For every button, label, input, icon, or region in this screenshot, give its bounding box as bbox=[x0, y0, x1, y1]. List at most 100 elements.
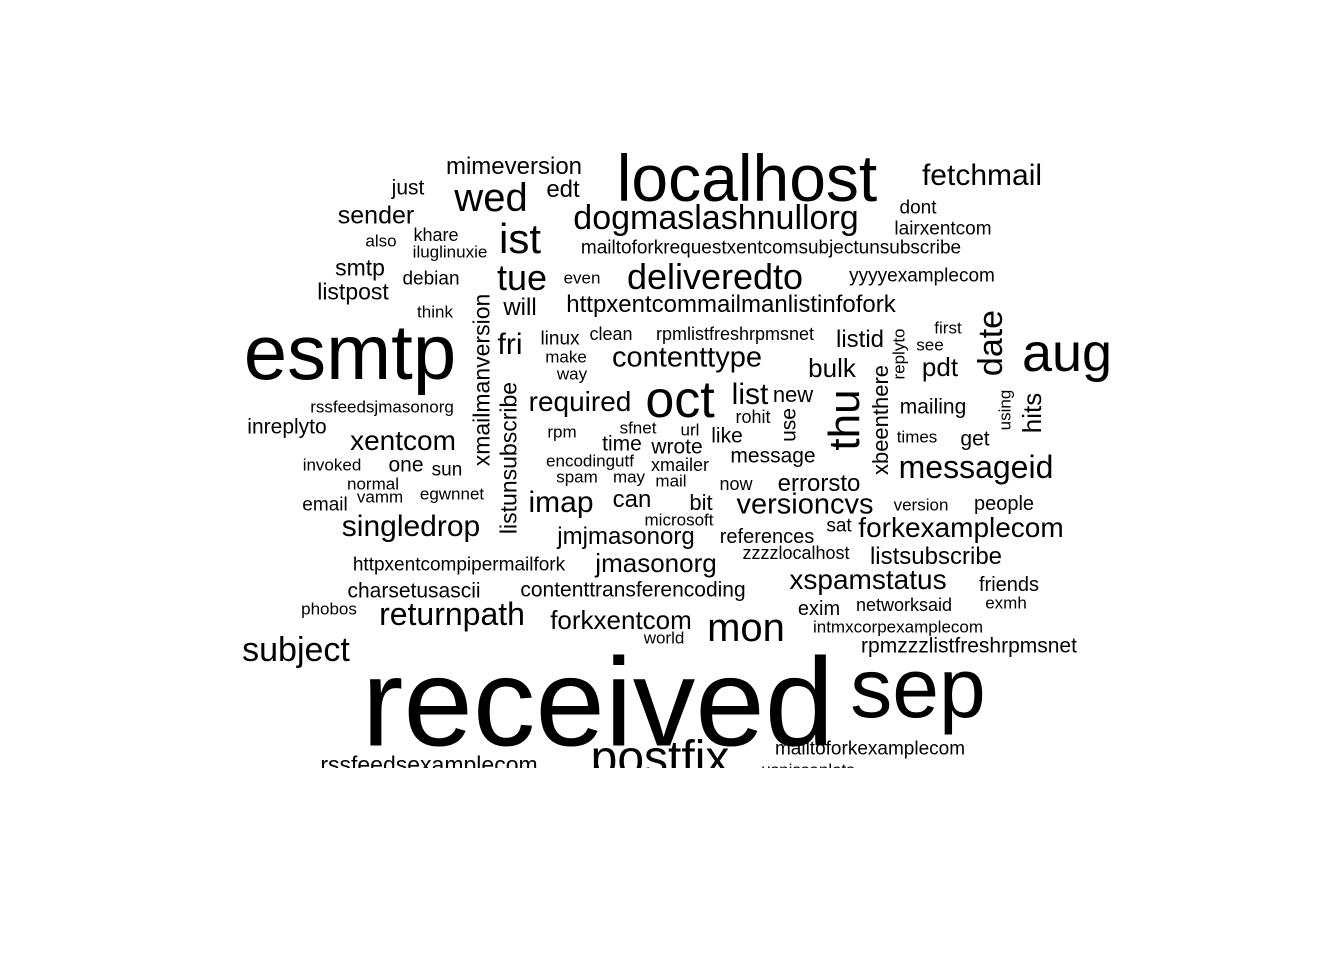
word: rssfeedsexamplecom bbox=[320, 751, 538, 768]
word: esmtp bbox=[243, 308, 457, 396]
word: references bbox=[719, 526, 815, 548]
word: rpm bbox=[547, 422, 577, 442]
word: egwnnet bbox=[419, 484, 485, 504]
word: mailing bbox=[899, 395, 967, 419]
word: world bbox=[643, 628, 685, 648]
word: httpxentcommailmanlistinfofork bbox=[566, 291, 896, 318]
word: xspamstatus bbox=[789, 564, 947, 595]
word: microsoft bbox=[644, 510, 714, 530]
word: linux bbox=[540, 328, 580, 350]
word: xentcom bbox=[350, 425, 456, 456]
word: required bbox=[528, 386, 632, 417]
word: yyyyexamplecom bbox=[849, 265, 995, 287]
word: times bbox=[896, 427, 938, 447]
word: wed bbox=[454, 176, 528, 220]
word: listid bbox=[835, 326, 885, 353]
word: singledrop bbox=[341, 510, 481, 543]
word: smtp bbox=[335, 254, 385, 281]
word: subject bbox=[242, 631, 350, 669]
word: time bbox=[602, 432, 642, 456]
word: list bbox=[731, 378, 769, 411]
word: deliveredto bbox=[626, 256, 804, 297]
word: use bbox=[777, 408, 801, 442]
word: replyto bbox=[889, 328, 909, 380]
word: may bbox=[612, 467, 646, 487]
word: mailtoforkexamplecom bbox=[774, 738, 966, 760]
word: people bbox=[973, 493, 1035, 515]
word: jmasonorg bbox=[595, 548, 717, 578]
word: charsetusascii bbox=[347, 579, 481, 603]
word: listsubscribe bbox=[869, 543, 1003, 570]
word: invoked bbox=[302, 455, 362, 475]
word: imap bbox=[528, 486, 594, 519]
word: date bbox=[972, 309, 1010, 377]
word: sep bbox=[850, 641, 986, 735]
word: lairxentcom bbox=[894, 218, 992, 240]
word: messageid bbox=[898, 449, 1054, 485]
word: xmailmanversion bbox=[468, 293, 495, 467]
word: rpmlistfreshrpmsnet bbox=[655, 324, 815, 344]
word: phobos bbox=[301, 599, 357, 619]
word: exmh bbox=[985, 593, 1027, 613]
word: using bbox=[995, 389, 1015, 431]
word: thu bbox=[820, 389, 869, 451]
word: exim bbox=[797, 598, 841, 620]
word: like bbox=[711, 424, 743, 448]
word: received bbox=[361, 633, 835, 768]
word: friends bbox=[978, 574, 1040, 596]
word: email bbox=[302, 494, 348, 516]
word: spam bbox=[556, 467, 598, 487]
word: versioncvs bbox=[736, 488, 874, 521]
word: make bbox=[545, 347, 587, 367]
word: forkxentcom bbox=[550, 605, 692, 635]
word: aug bbox=[1021, 323, 1113, 383]
word: fri bbox=[497, 328, 523, 361]
word: even bbox=[563, 268, 601, 288]
word: clean bbox=[589, 324, 633, 344]
word: listunsubscribe bbox=[495, 381, 522, 535]
word: oct bbox=[645, 371, 715, 429]
word: sfnet bbox=[619, 418, 657, 438]
word: normal bbox=[347, 474, 399, 494]
word: vamm bbox=[356, 487, 404, 507]
word: bulk bbox=[808, 353, 856, 383]
word: edt bbox=[546, 176, 580, 203]
word: contenttransferencoding bbox=[520, 578, 746, 602]
word: first bbox=[934, 318, 962, 338]
word: pdt bbox=[921, 352, 959, 382]
word: message bbox=[730, 444, 816, 468]
word: networksaid bbox=[855, 595, 953, 615]
word: debian bbox=[402, 268, 460, 290]
word: wrote bbox=[651, 435, 703, 459]
word: will bbox=[503, 294, 537, 321]
word: rpmzzzlistfreshrpmsnet bbox=[861, 634, 1077, 658]
word: also bbox=[365, 231, 397, 251]
word: khare bbox=[413, 225, 459, 245]
word: now bbox=[719, 474, 753, 494]
word: iluglinuxie bbox=[412, 242, 488, 262]
word: listpost bbox=[317, 278, 389, 305]
word: dont bbox=[899, 197, 937, 219]
word: dogmaslashnullorg bbox=[573, 199, 859, 237]
word: inreplyto bbox=[247, 415, 327, 439]
word: think bbox=[417, 302, 453, 322]
word: bit bbox=[689, 490, 713, 515]
word: localhost bbox=[616, 141, 878, 215]
word: contenttype bbox=[612, 341, 762, 374]
word: errorsto bbox=[777, 470, 861, 497]
word: returnpath bbox=[379, 596, 525, 632]
word: just bbox=[391, 176, 425, 200]
word: jmjmasonorg bbox=[557, 523, 695, 550]
word: one bbox=[388, 453, 424, 477]
word: mailtoforkrequestxentcomsubjectunsubscri… bbox=[580, 237, 962, 259]
word: rohit bbox=[735, 407, 771, 427]
word: mimeversion bbox=[445, 153, 583, 180]
word: sender bbox=[337, 201, 415, 230]
word: postfix bbox=[590, 732, 730, 769]
word: tue bbox=[496, 257, 548, 298]
word: zzzzlocalhost bbox=[742, 543, 850, 563]
word: intmxcorpexamplecom bbox=[812, 617, 984, 637]
word: usnissanlots bbox=[761, 762, 855, 769]
word: httpxentcompipermailfork bbox=[352, 554, 566, 576]
